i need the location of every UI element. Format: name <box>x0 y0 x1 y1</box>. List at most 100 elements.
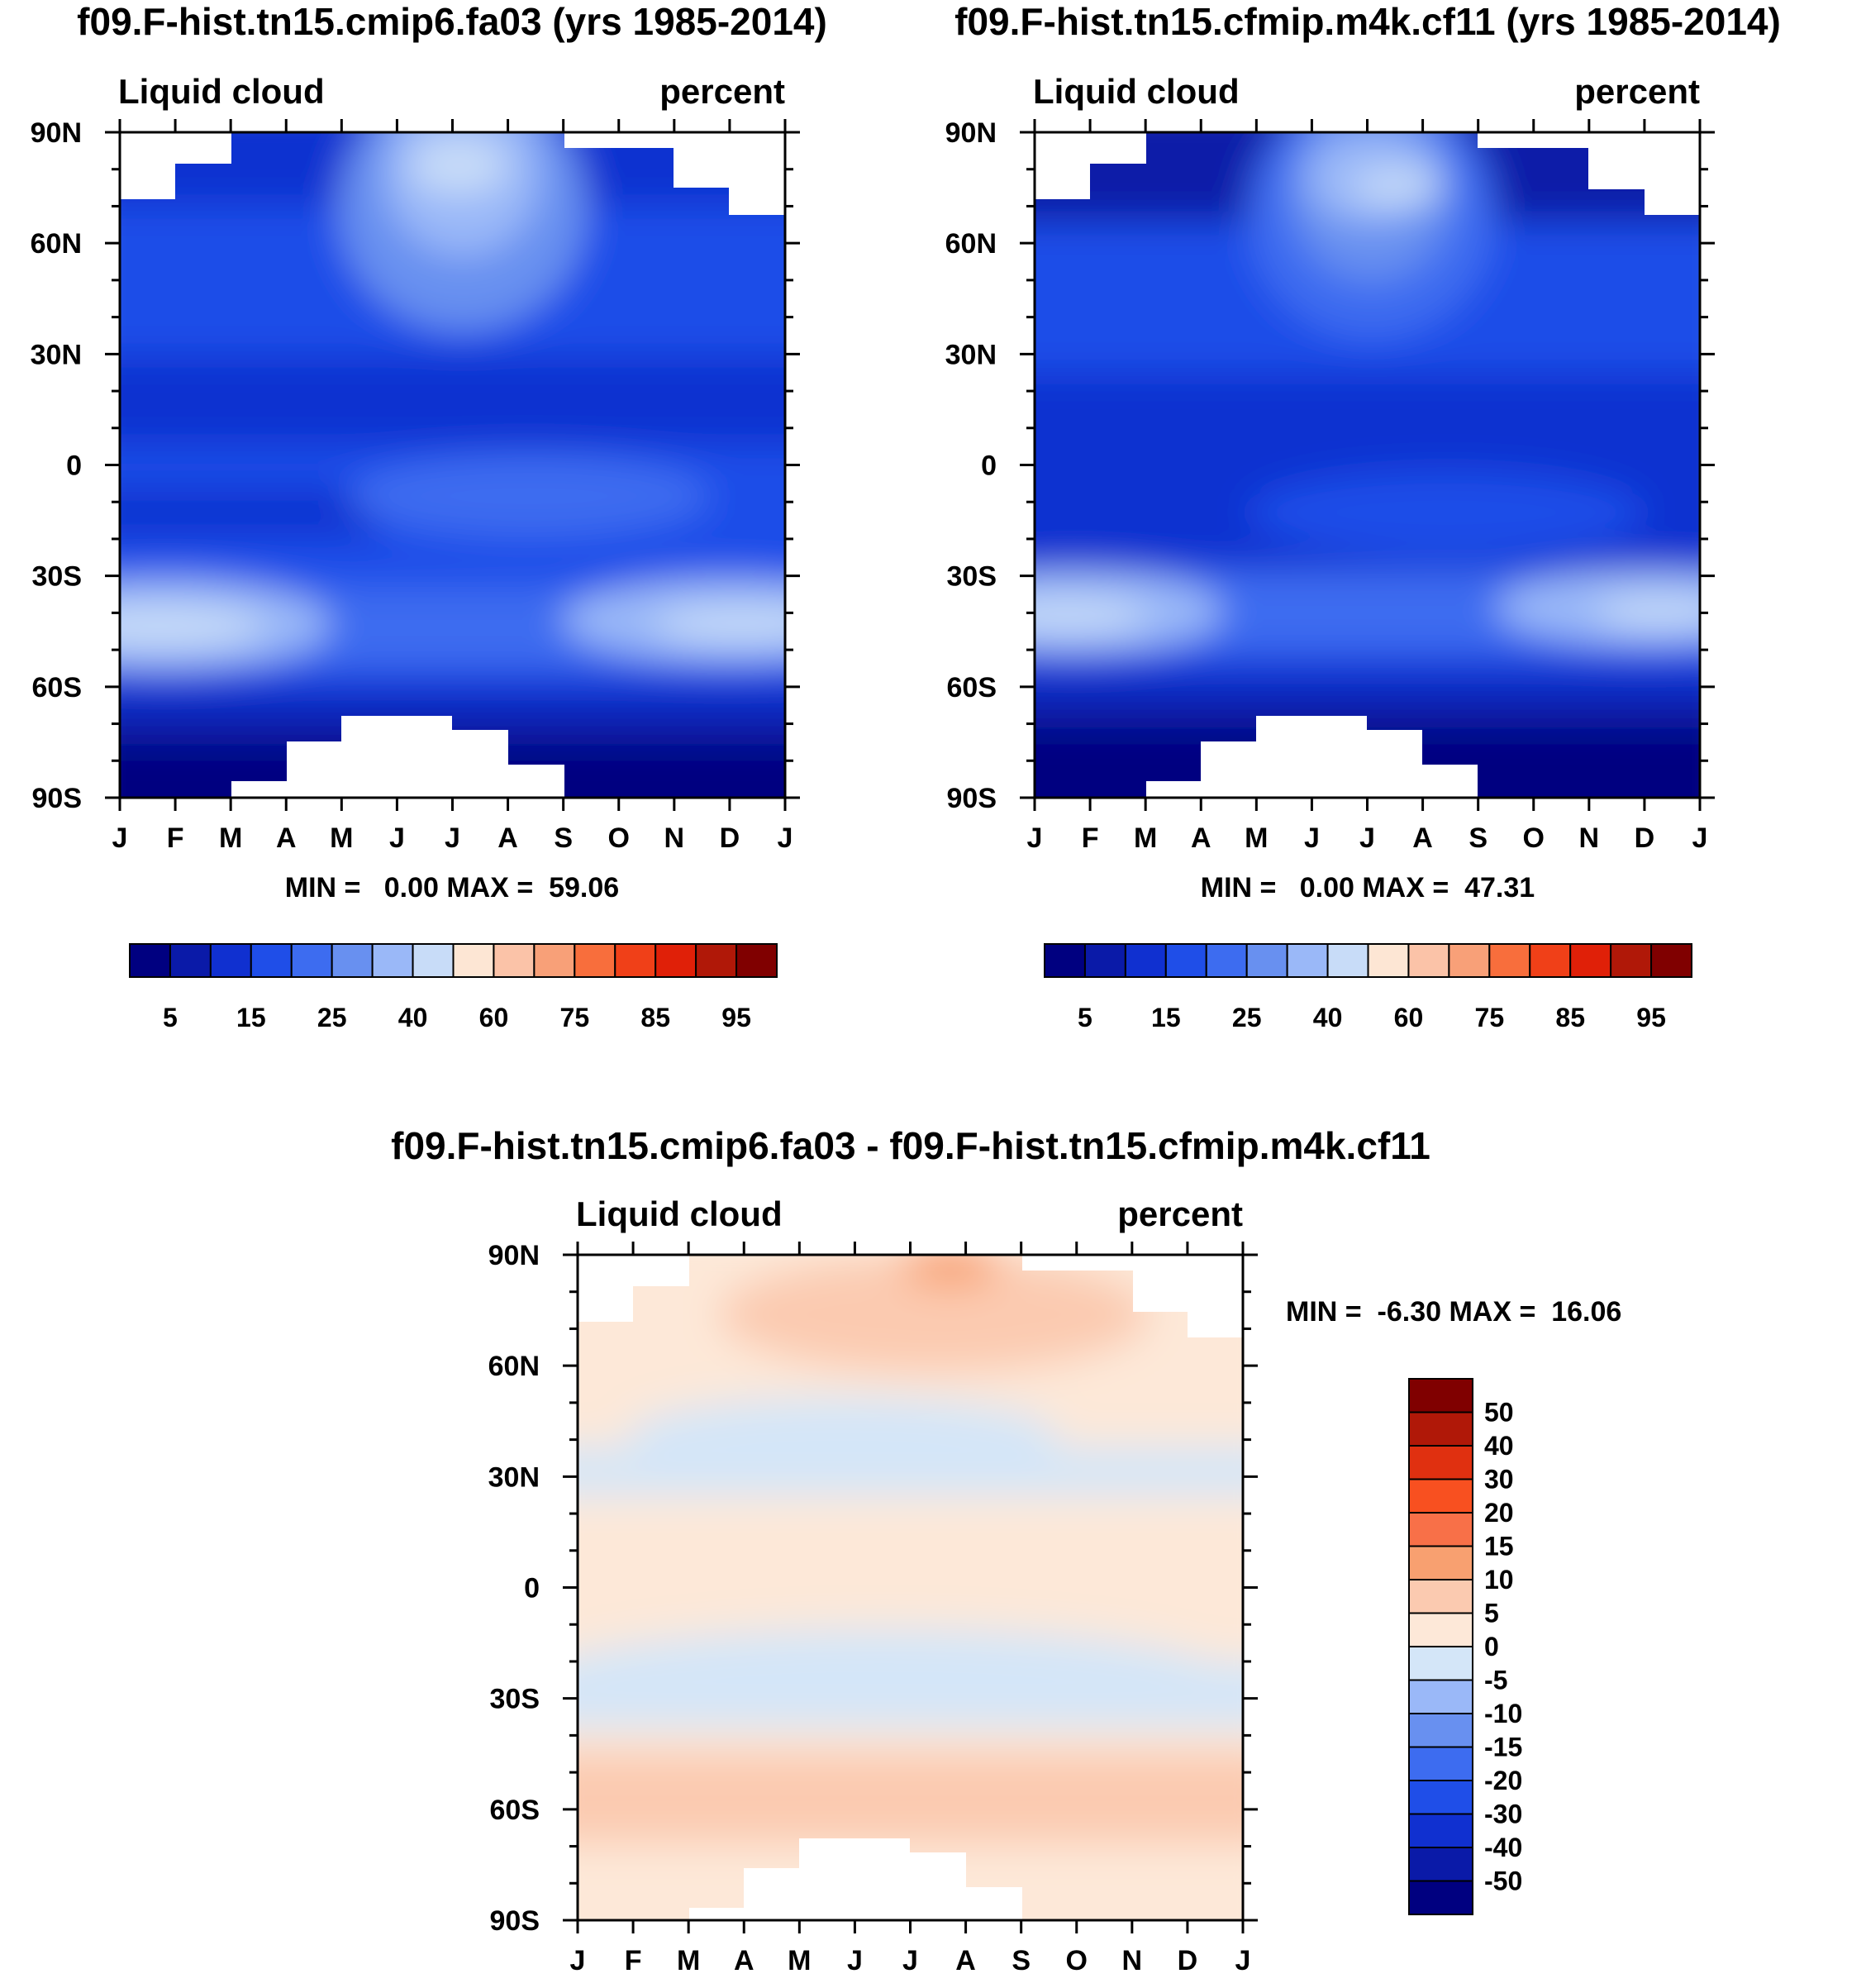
y-tick-label: 90S <box>32 783 83 814</box>
colorbar-label: 5 <box>1484 1599 1499 1628</box>
colorbar-box <box>371 943 414 978</box>
colorbar-label: 5 <box>163 1003 178 1032</box>
panel-a-field <box>120 132 785 798</box>
x-tick-label: A <box>955 1945 976 1976</box>
panel-a-title: f09.F-hist.tn15.cmip6.fa03 (yrs 1985-201… <box>77 0 827 43</box>
panel-c-right-label: percent <box>1117 1194 1243 1233</box>
x-tick-label: J <box>445 822 460 854</box>
panel-b-colorbar: 5 15 25 40 60 75 85 95 <box>1044 943 1692 1032</box>
colorbar-box <box>1408 1646 1473 1681</box>
a-southern-ocean-1 <box>120 678 785 711</box>
colorbar-box <box>533 943 576 978</box>
colorbar-box <box>1408 1478 1473 1514</box>
colorbar-box <box>1408 1880 1473 1915</box>
panel-b-title: f09.F-hist.tn15.cfmip.m4k.cf11 (yrs 1985… <box>954 0 1781 43</box>
x-tick-label: M <box>677 1945 700 1976</box>
colorbar-box <box>209 943 252 978</box>
a-stormtrack-right-core <box>653 608 785 641</box>
colorbar-box <box>1408 1780 1473 1815</box>
b-missing-north <box>1035 132 1700 215</box>
colorbar-label: 40 <box>1484 1431 1514 1461</box>
x-tick-label: J <box>1235 1945 1251 1976</box>
x-tick-label: M <box>219 822 242 854</box>
colorbar-label: 60 <box>479 1003 509 1032</box>
colorbar-box <box>1408 1512 1473 1547</box>
panel-a-axes: J F M A M J J A S O N D J 90N 60N 30N 0 30S 60S 90S <box>31 117 800 854</box>
colorbar-label: 0 <box>1484 1632 1499 1661</box>
colorbar-label: 25 <box>317 1003 347 1032</box>
x-tick-label: A <box>1412 822 1433 854</box>
colorbar-box <box>129 943 171 978</box>
panel-a-right-label: percent <box>659 72 785 111</box>
x-tick-label: A <box>276 822 297 854</box>
colorbar-label: -40 <box>1484 1833 1522 1862</box>
panel-a-colorbar-boxes <box>129 943 778 978</box>
colorbar-box <box>1044 943 1086 978</box>
y-tick-label: 90N <box>945 117 997 149</box>
panel-b-colorbar-boxes <box>1044 943 1692 978</box>
panel-a-stats: MIN = 0.00 MAX = 59.06 <box>285 872 619 903</box>
c-subtropic-n-neg-ext <box>628 1397 1058 1471</box>
colorbar-box <box>574 943 616 978</box>
b-stormtrack-right-core <box>1595 597 1700 627</box>
colorbar-box <box>1650 943 1692 978</box>
colorbar-box <box>1408 1813 1473 1848</box>
a-missing-south <box>231 716 564 798</box>
panel-c-field <box>578 1255 1243 1920</box>
b-southern-ocean-2 <box>1035 694 1700 727</box>
y-tick-label: 30N <box>945 339 997 370</box>
y-tick-label: 90N <box>488 1240 540 1271</box>
y-tick-label: 30S <box>32 561 83 593</box>
panel-b-field <box>1035 132 1700 798</box>
colorbar-box <box>1408 1545 1473 1580</box>
b-band-subtropic-n <box>1035 372 1700 463</box>
colorbar-label: -50 <box>1484 1866 1522 1896</box>
x-tick-label: M <box>788 1945 811 1976</box>
panel-a-colorbar-labels: 5 15 25 40 60 75 85 95 <box>163 1003 751 1032</box>
panel-b-axes: J F M A M J J A S O N D J 90N 60N 30N 0 30S 60S 90S <box>945 117 1715 854</box>
y-tick-label: 60S <box>490 1795 540 1826</box>
colorbar-box <box>452 943 495 978</box>
x-tick-label: J <box>1359 822 1375 854</box>
colorbar-box <box>1245 943 1288 978</box>
y-tick-label: 0 <box>66 451 82 482</box>
colorbar-label: -20 <box>1484 1766 1522 1795</box>
c-arctic-summer <box>719 1256 1149 1372</box>
y-tick-label: 60N <box>945 228 997 260</box>
colorbar-label: 95 <box>1636 1003 1666 1032</box>
colorbar-box <box>1367 943 1410 978</box>
colorbar-box <box>493 943 536 978</box>
colorbar-label: -5 <box>1484 1666 1507 1695</box>
x-tick-label: J <box>778 822 793 854</box>
x-tick-label: J <box>112 822 128 854</box>
x-tick-label: J <box>1027 822 1043 854</box>
colorbar-label: -15 <box>1484 1733 1522 1762</box>
x-tick-label: M <box>1245 822 1268 854</box>
panel-b-left-label: Liquid cloud <box>1033 72 1240 111</box>
colorbar-label: 40 <box>398 1003 428 1032</box>
panel-cfmip: f09.F-hist.tn15.cfmip.m4k.cf11 (yrs 1985… <box>945 0 1781 1032</box>
panel-c-axes: J F M A M J J A S O N D J 90N 60N 30N 0 30S 60S 90S <box>488 1240 1258 1976</box>
colorbar-box <box>1124 943 1167 978</box>
colorbar-box <box>1408 1847 1473 1882</box>
colorbar-box <box>1326 943 1369 978</box>
x-tick-label: O <box>1523 822 1545 854</box>
b-summer-arctic-peak <box>1351 169 1442 203</box>
colorbar-label: 60 <box>1394 1003 1424 1032</box>
y-tick-label: 0 <box>981 451 997 482</box>
colorbar-box <box>1164 943 1207 978</box>
colorbar-box <box>1408 1378 1473 1414</box>
y-tick-label: 60S <box>947 672 997 703</box>
a-band-subtropic-n <box>120 355 785 446</box>
colorbar-box <box>331 943 374 978</box>
x-tick-label: F <box>1082 822 1099 854</box>
colorbar-box <box>655 943 697 978</box>
colorbar-box <box>1407 943 1450 978</box>
x-tick-label: D <box>720 822 740 854</box>
a-summer-arctic-peak <box>409 136 508 194</box>
x-tick-label: O <box>608 822 630 854</box>
b-stormtrack-left-core <box>1035 599 1149 632</box>
colorbar-box <box>1408 1746 1473 1781</box>
b-missing-south <box>1146 716 1478 798</box>
colorbar-label: 15 <box>236 1003 266 1032</box>
